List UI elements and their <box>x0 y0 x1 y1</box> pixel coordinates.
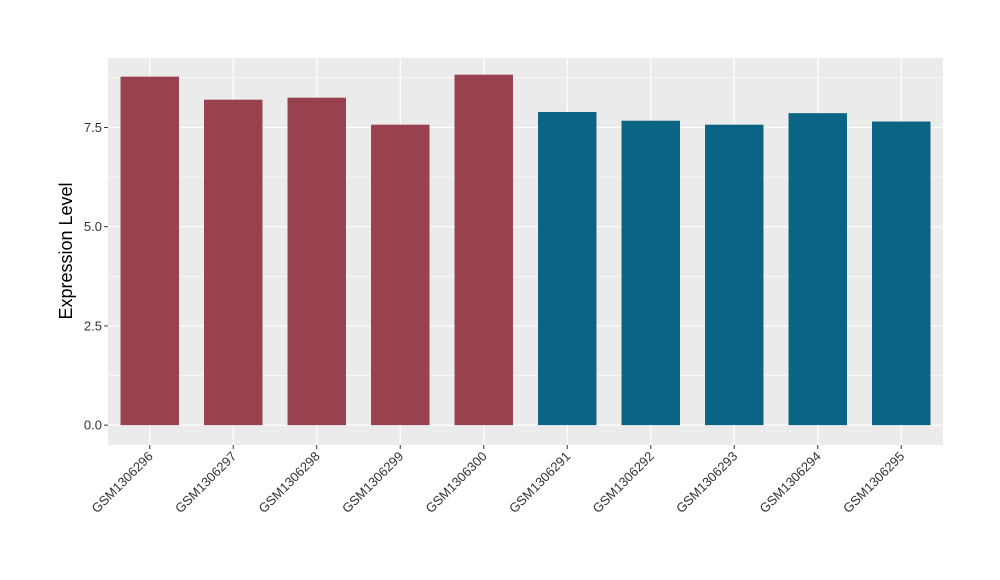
bar-GSM1306291 <box>538 111 597 426</box>
y-axis: 0.0 2.5 5.0 7.5 <box>84 120 108 433</box>
x-tick-label: GSM1306300 <box>423 449 490 516</box>
x-tick-label: GSM1306291 <box>506 449 573 516</box>
x-tick-label: GSM1306298 <box>256 449 323 516</box>
y-tick-label: 5.0 <box>84 219 102 234</box>
x-tick-label: GSM1306295 <box>840 449 907 516</box>
y-axis-title: Expression Level <box>56 182 76 319</box>
bar-GSM1306297 <box>204 99 263 426</box>
bar-GSM1306294 <box>788 113 847 426</box>
y-tick-label: 2.5 <box>84 318 102 333</box>
bar-GSM1306292 <box>621 120 680 426</box>
x-tick-label: GSM1306293 <box>673 449 740 516</box>
x-tick-label: GSM1306296 <box>89 449 156 516</box>
bar-GSM1306296 <box>120 76 179 426</box>
bars <box>120 74 931 426</box>
y-tick-label: 7.5 <box>84 120 102 135</box>
x-tick-label: GSM1306297 <box>172 449 239 516</box>
bar-GSM1306298 <box>287 97 346 426</box>
x-tick-label: GSM1306294 <box>757 449 824 516</box>
bar-GSM1306293 <box>705 124 764 426</box>
y-tick-label: 0.0 <box>84 418 102 433</box>
x-axis: GSM1306296 GSM1306297 GSM1306298 GSM1306299… <box>89 445 907 516</box>
bar-GSM1306299 <box>371 124 430 426</box>
bar-GSM1306300 <box>454 74 513 426</box>
x-tick-label: GSM1306292 <box>590 449 657 516</box>
bar-GSM1306295 <box>872 121 931 426</box>
x-tick-label: GSM1306299 <box>339 449 406 516</box>
